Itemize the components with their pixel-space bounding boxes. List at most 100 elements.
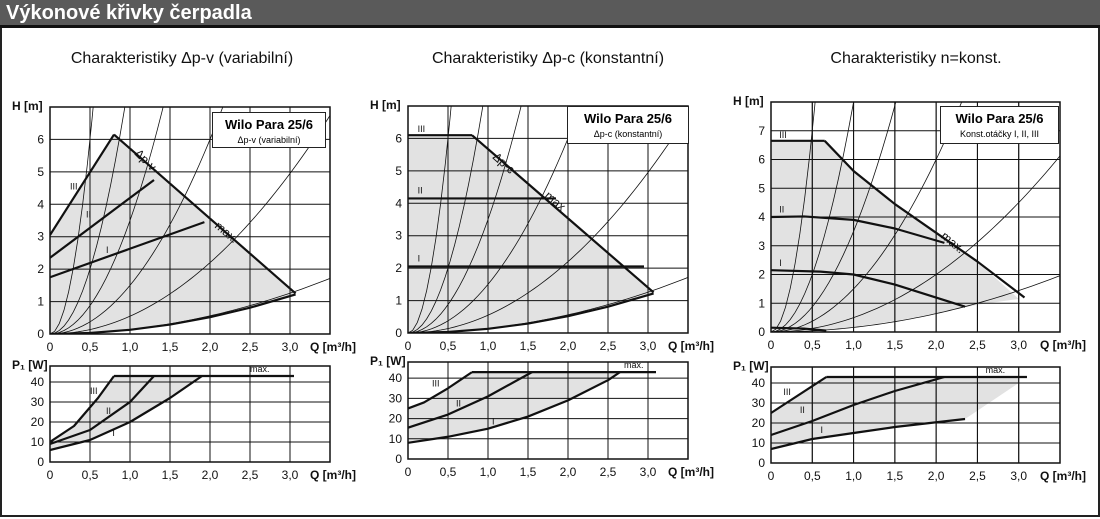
x-tick-label: 3,0 (1010, 338, 1027, 352)
x-tick-label: 2,0 (560, 465, 577, 479)
curve-label: III (90, 386, 98, 396)
legend-model: Wilo Para 25/6 (583, 111, 673, 126)
x-tick-label: 3,0 (640, 339, 657, 353)
x-axis-label: Q [m³/h] (668, 339, 714, 353)
series-II-line (771, 375, 945, 437)
panel-title-fixed-speed: Charakteristiky n=konst. (830, 50, 1002, 67)
curve-label: II (800, 405, 805, 415)
legend-model: Wilo Para 25/6 (955, 111, 1044, 126)
x-tick-label: 0,5 (82, 468, 99, 482)
x-tick-label: 1,5 (520, 465, 537, 479)
series-low-line (771, 326, 827, 332)
y-tick-label: 0 (395, 326, 402, 340)
plot-border (49, 106, 331, 335)
x-tick-label: 0,5 (804, 338, 821, 352)
curves-group (408, 371, 656, 444)
x-tick-label: 0 (47, 468, 54, 482)
y-tick-label: 3 (395, 229, 402, 243)
x-axis-label: Q [m³/h] (1040, 338, 1086, 352)
head-chart: 0 0,5 1,0 1,5 2,0 2,5 3,0 0 1 2 3 4 5 6 Q [m³/h] H [m] I… (12, 99, 356, 354)
x-axis-label: Q [m³/h] (310, 468, 356, 482)
curve-label: III (70, 182, 78, 192)
x-tick-label: 2,0 (928, 338, 945, 352)
y-tick-label: 2 (395, 261, 402, 275)
x-axis-label: Q [m³/h] (1040, 469, 1086, 483)
series-max-line (113, 133, 297, 295)
y-tick-label: 6 (758, 153, 765, 167)
series-II-line (408, 371, 533, 429)
x-tick-label: 0,5 (804, 469, 821, 483)
curve-label: III (432, 378, 440, 388)
y-axis-label: P₁ [W] (370, 354, 406, 368)
y-axis-label: P₁ [W] (733, 359, 769, 373)
system-curve (771, 102, 897, 332)
y-tick-label: 40 (31, 375, 45, 389)
head-chart: 0 0,5 1,0 1,5 2,0 2,5 3,0 0 1 2 3 4 5 6 7 Q [m³/h] H [m]… (733, 94, 1086, 352)
x-tick-label: 2,5 (969, 469, 986, 483)
y-axis-label: H [m] (733, 94, 764, 108)
y-tick-label: 7 (758, 124, 765, 138)
series-I-line (771, 417, 966, 451)
system-curve (50, 115, 330, 334)
series-III-line (408, 371, 473, 410)
plot-border (407, 361, 689, 460)
series-I-line (50, 375, 203, 452)
y-tick-label: 20 (752, 416, 766, 430)
y-axis-label: H [m] (12, 99, 43, 113)
y-tick-label: 0 (395, 452, 402, 466)
y-tick-label: 30 (31, 395, 45, 409)
y-tick-label: 4 (395, 196, 402, 210)
legend-box-constant: Wilo Para 25/6 Δp-c (konstantní) (567, 106, 689, 144)
curve-label: II (456, 398, 461, 408)
y-tick-label: 20 (389, 412, 403, 426)
x-tick-label: 2,0 (202, 340, 219, 354)
curve-label: II (106, 406, 111, 416)
y-axis-label: H [m] (370, 98, 401, 112)
curve-label: III (418, 124, 426, 134)
head-chart: 0 0,5 1,0 1,5 2,0 2,5 3,0 0 1 2 3 4 5 6 Q [m³/h] H [m] I… (370, 98, 714, 353)
series-min-line (408, 292, 654, 333)
y-tick-label: 2 (758, 268, 765, 282)
x-tick-label: 1,5 (887, 338, 904, 352)
x-axis-label: Q [m³/h] (310, 340, 356, 354)
series-III-line (50, 375, 115, 443)
x-tick-label: 0 (768, 338, 775, 352)
curve-label: II (418, 186, 423, 196)
operating-area (50, 376, 202, 450)
curve-label: III (779, 130, 787, 140)
series-III-line (50, 133, 115, 236)
x-tick-label: 0 (405, 339, 412, 353)
x-tick-label: 1,5 (162, 340, 179, 354)
section-header: Výkonové křivky čerpadla (0, 0, 1100, 28)
y-tick-label: 6 (37, 132, 44, 146)
system-curve (771, 155, 1060, 332)
curves-group (408, 106, 688, 333)
x-tick-label: 2,0 (560, 339, 577, 353)
panel-title-variable: Charakteristiky Δp-v (variabilní) (70, 50, 294, 67)
x-tick-label: 1,5 (162, 468, 179, 482)
power-chart: 0 0,5 1,0 1,5 2,0 2,5 3,0 0 10 20 30 40 Q [m³/h] P₁ [… (12, 358, 356, 482)
x-tick-label: 0,5 (440, 465, 457, 479)
curve-label: I (106, 245, 109, 255)
y-tick-label: 10 (31, 435, 45, 449)
legend-box-variable: Wilo Para 25/6 Δp-v (variabilní) (212, 112, 326, 148)
system-curve (771, 102, 963, 332)
x-tick-label: 1,0 (480, 465, 497, 479)
y-tick-label: 10 (752, 436, 766, 450)
x-tick-label: 2,0 (928, 469, 945, 483)
system-curve (408, 106, 484, 333)
y-tick-label: 0 (37, 327, 44, 341)
x-tick-label: 2,0 (202, 468, 219, 482)
y-tick-label: 5 (395, 164, 402, 178)
power-chart: 0 0,5 1,0 1,5 2,0 2,5 3,0 0 10 20 30 40 Q [m³/h] P₁ [… (733, 359, 1086, 483)
x-tick-label: 1,0 (122, 340, 139, 354)
y-tick-label: 5 (37, 165, 44, 179)
x-tick-label: 2,5 (242, 340, 259, 354)
curves-group (50, 107, 330, 334)
y-tick-label: 3 (37, 230, 44, 244)
x-tick-label: 0 (768, 469, 775, 483)
operating-area (408, 135, 654, 333)
plot-border (770, 366, 1061, 464)
y-tick-label: 40 (752, 376, 766, 390)
